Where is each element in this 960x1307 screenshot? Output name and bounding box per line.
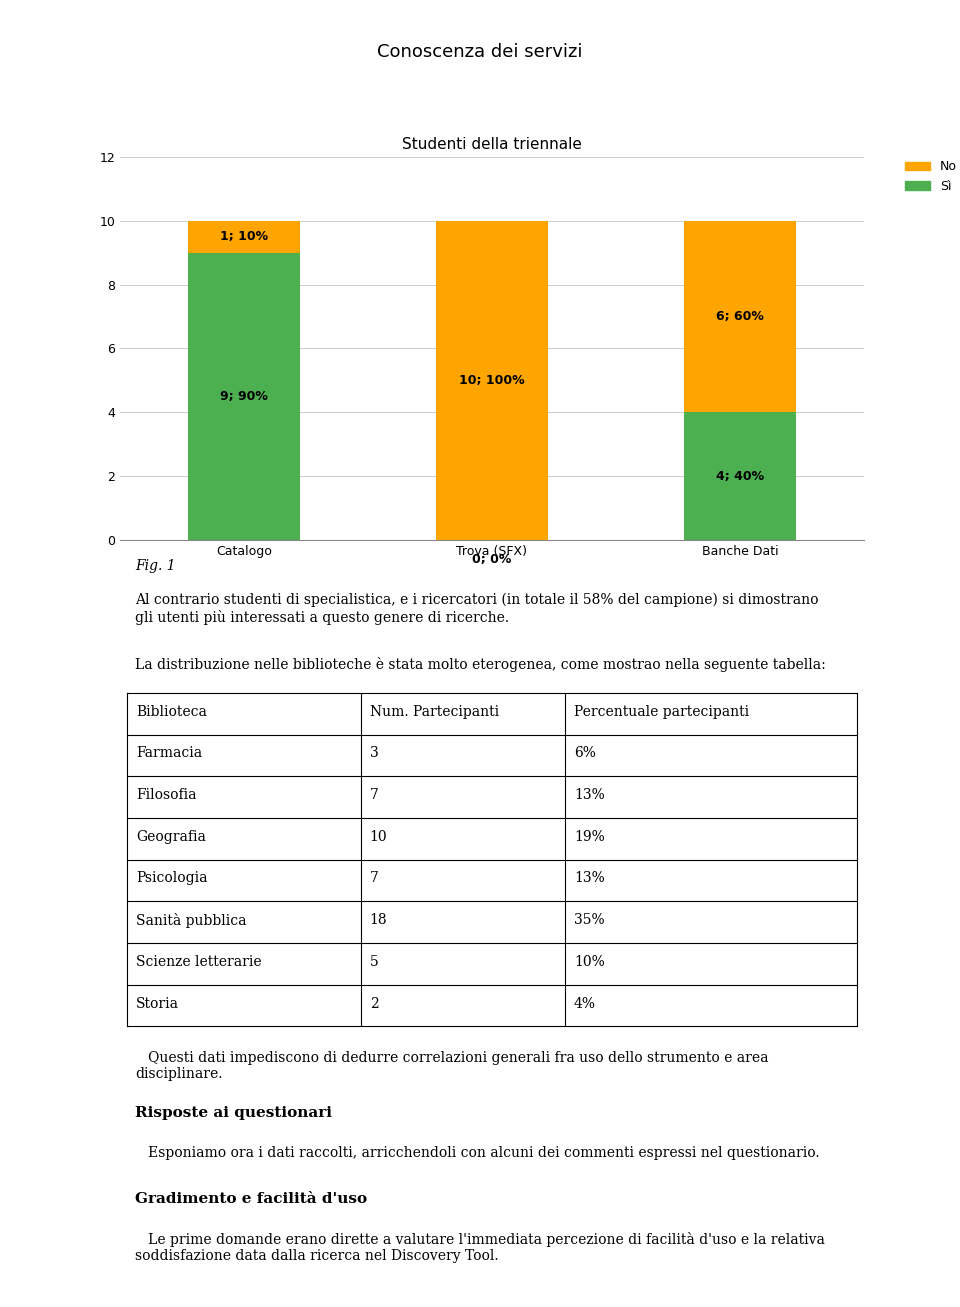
Text: 13%: 13% — [574, 788, 605, 802]
Text: Conoscenza dei servizi: Conoscenza dei servizi — [377, 43, 583, 61]
Bar — [684, 221, 796, 412]
Text: Questi dati impediscono di dedurre correlazioni generali fra uso dello strumento: Questi dati impediscono di dedurre corre… — [134, 1051, 768, 1081]
Text: 0; 0%: 0; 0% — [472, 553, 512, 566]
Text: 19%: 19% — [574, 830, 605, 844]
Text: 4; 40%: 4; 40% — [716, 469, 764, 482]
Text: 6%: 6% — [574, 746, 596, 761]
Text: 9; 90%: 9; 90% — [220, 389, 268, 403]
Text: Sanità pubblica: Sanità pubblica — [136, 912, 247, 928]
Text: 1; 10%: 1; 10% — [220, 230, 268, 243]
Text: Le prime domande erano dirette a valutare l'immediata percezione di facilità d'u: Le prime domande erano dirette a valutar… — [134, 1233, 825, 1263]
Text: 35%: 35% — [574, 914, 605, 927]
Text: 18: 18 — [370, 914, 387, 927]
Bar — [436, 221, 548, 540]
Legend: No, Sì: No, Sì — [900, 156, 960, 197]
Text: 7: 7 — [370, 788, 378, 802]
Text: 5: 5 — [370, 955, 378, 968]
Text: Fig. 1: Fig. 1 — [134, 559, 176, 574]
Text: Percentuale partecipanti: Percentuale partecipanti — [574, 704, 749, 719]
Bar — [188, 221, 300, 252]
Text: 4%: 4% — [574, 996, 596, 1010]
Text: Risposte ai questionari: Risposte ai questionari — [134, 1106, 332, 1120]
Text: Al contrario studenti di specialistica, e i ricercatori (in totale il 58% del ca: Al contrario studenti di specialistica, … — [134, 593, 818, 625]
Text: Gradimento e facilità d'uso: Gradimento e facilità d'uso — [134, 1192, 367, 1206]
Title: Studenti della triennale: Studenti della triennale — [402, 136, 582, 152]
Text: 10: 10 — [370, 830, 387, 844]
Text: 10%: 10% — [574, 955, 605, 968]
Text: Storia: Storia — [136, 996, 180, 1010]
Text: Geografia: Geografia — [136, 830, 206, 844]
Text: Filosofia: Filosofia — [136, 788, 197, 802]
Text: Esponiamo ora i dati raccolti, arricchendoli con alcuni dei commenti espressi ne: Esponiamo ora i dati raccolti, arricchen… — [134, 1146, 820, 1161]
Text: 13%: 13% — [574, 872, 605, 885]
Text: 6; 60%: 6; 60% — [716, 310, 764, 323]
Text: La distribuzione nelle biblioteche è stata molto eterogenea, come mostrao nella : La distribuzione nelle biblioteche è sta… — [134, 657, 826, 672]
Bar — [684, 412, 796, 540]
Bar — [188, 252, 300, 540]
Text: Psicologia: Psicologia — [136, 872, 208, 885]
Text: Num. Partecipanti: Num. Partecipanti — [370, 704, 499, 719]
Text: Biblioteca: Biblioteca — [136, 704, 207, 719]
Text: 7: 7 — [370, 872, 378, 885]
Text: Farmacia: Farmacia — [136, 746, 203, 761]
Text: 10; 100%: 10; 100% — [459, 374, 525, 387]
Text: 3: 3 — [370, 746, 378, 761]
Text: 2: 2 — [370, 996, 378, 1010]
Text: Scienze letterarie: Scienze letterarie — [136, 955, 262, 968]
